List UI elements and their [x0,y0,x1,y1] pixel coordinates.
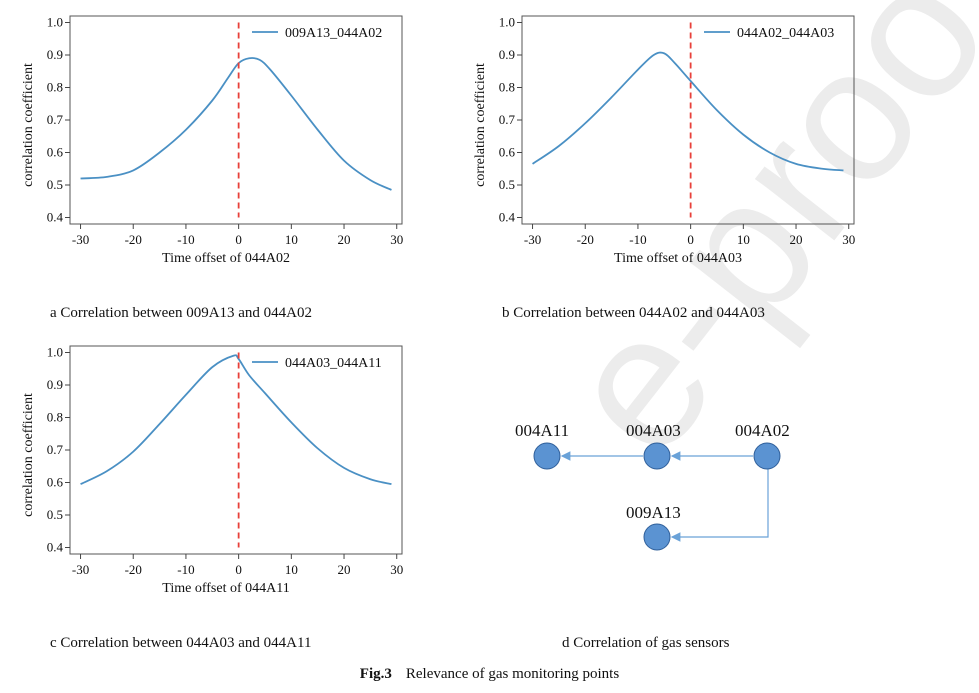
y-tick-label: 0.6 [499,145,516,160]
y-tick-label: 0.9 [47,47,63,62]
y-tick-label: 0.4 [499,210,516,225]
node-009A13 [643,523,671,551]
x-axis-label: Time offset of 044A11 [162,581,289,596]
x-tick-label: -30 [72,562,89,577]
x-tick-label: 20 [338,232,351,247]
y-tick-label: 0.5 [499,177,515,192]
y-tick-label: 0.9 [499,47,515,62]
node-label-009A13: 009A13 [626,503,681,522]
y-tick-label: 0.7 [47,442,64,457]
edge-004A02-009A13 [670,456,769,542]
y-tick-label: 1.0 [47,345,63,360]
series-line [80,354,392,486]
figure-label: Fig.3 [359,666,392,682]
y-tick-label: 0.8 [499,80,515,95]
x-tick-label: 10 [737,232,750,247]
x-tick-label: -20 [125,562,142,577]
legend-label: 044A02_044A03 [737,26,834,41]
legend-label: 044A03_044A11 [285,356,382,371]
y-axis-label: correlation coefficient [21,393,36,517]
chart-c: -30 -20 -10 0 10 20 30 0.4 0.5 0.6 0.7 0.8 0.9 1.0 Tim… [21,345,403,597]
y-tick-label: 0.8 [47,80,63,95]
chart-b: -30 -20 -10 0 10 20 30 0.4 0.5 0.6 0.7 0.8 0.9 1.0 Tim… [473,15,855,267]
x-axis-label: Time offset of 044A02 [162,251,290,266]
x-tick-label: -20 [577,232,594,247]
caption-b: b Correlation between 044A02 and 044A03 [502,305,765,321]
legend-label: 009A13_044A02 [285,26,382,41]
y-tick-label: 0.7 [47,112,64,127]
x-tick-label: -10 [177,562,194,577]
x-axis-label: Time offset of 044A03 [614,251,742,266]
node-label-004A11: 004A11 [515,421,570,440]
x-tick-label: 30 [390,232,403,247]
x-tick-label: -30 [72,232,89,247]
plot-frame [521,15,855,225]
x-tick-label: 20 [338,562,351,577]
x-tick-label: -20 [125,232,142,247]
node-004A11 [533,442,561,470]
y-axis-label: correlation coefficient [21,63,36,187]
y-tick-label: 0.5 [47,177,63,192]
caption-a: a Correlation between 009A13 and 044A02 [50,305,313,321]
caption-c: c Correlation between 044A03 and 044A11 [50,635,312,651]
sensor-diagram [533,442,781,551]
x-tick-label: 30 [842,232,855,247]
y-tick-label: 0.9 [47,377,63,392]
y-tick-label: 0.6 [47,145,64,160]
y-tick-label: 0.7 [499,112,516,127]
y-tick-label: 1.0 [47,15,63,30]
x-tick-label: 10 [285,232,298,247]
x-tick-label: 30 [390,562,403,577]
x-tick-label: 0 [687,232,694,247]
series-line [80,57,392,191]
chart-a: -30 -20 -10 0 10 20 30 0.4 0.5 0.6 0.7 0.8 0.9 1.0 Tim… [21,15,403,267]
y-axis-label: correlation coefficient [473,63,488,187]
y-tick-label: 0.4 [47,540,64,555]
y-tick-label: 0.8 [47,410,63,425]
y-tick-label: 1.0 [499,15,515,30]
x-tick-label: 0 [235,232,242,247]
node-label-004A03: 004A03 [626,421,681,440]
node-label-004A02: 004A02 [735,421,790,440]
node-004A02 [753,442,781,470]
x-tick-label: -30 [524,232,541,247]
figure-caption: Fig.3 Relevance of gas monitoring points [0,666,979,683]
x-tick-label: 0 [235,562,242,577]
y-tick-label: 0.4 [47,210,64,225]
figure-title: Relevance of gas monitoring points [405,666,620,682]
node-004A03 [643,442,671,470]
y-tick-label: 0.5 [47,507,63,522]
x-tick-label: 10 [285,562,298,577]
plot-frame [69,345,403,555]
x-tick-label: 20 [790,232,803,247]
caption-d: d Correlation of gas sensors [562,635,730,651]
y-tick-label: 0.6 [47,475,64,490]
series-line [532,51,844,172]
x-tick-label: -10 [177,232,194,247]
plot-frame [69,15,403,225]
x-tick-label: -10 [629,232,646,247]
